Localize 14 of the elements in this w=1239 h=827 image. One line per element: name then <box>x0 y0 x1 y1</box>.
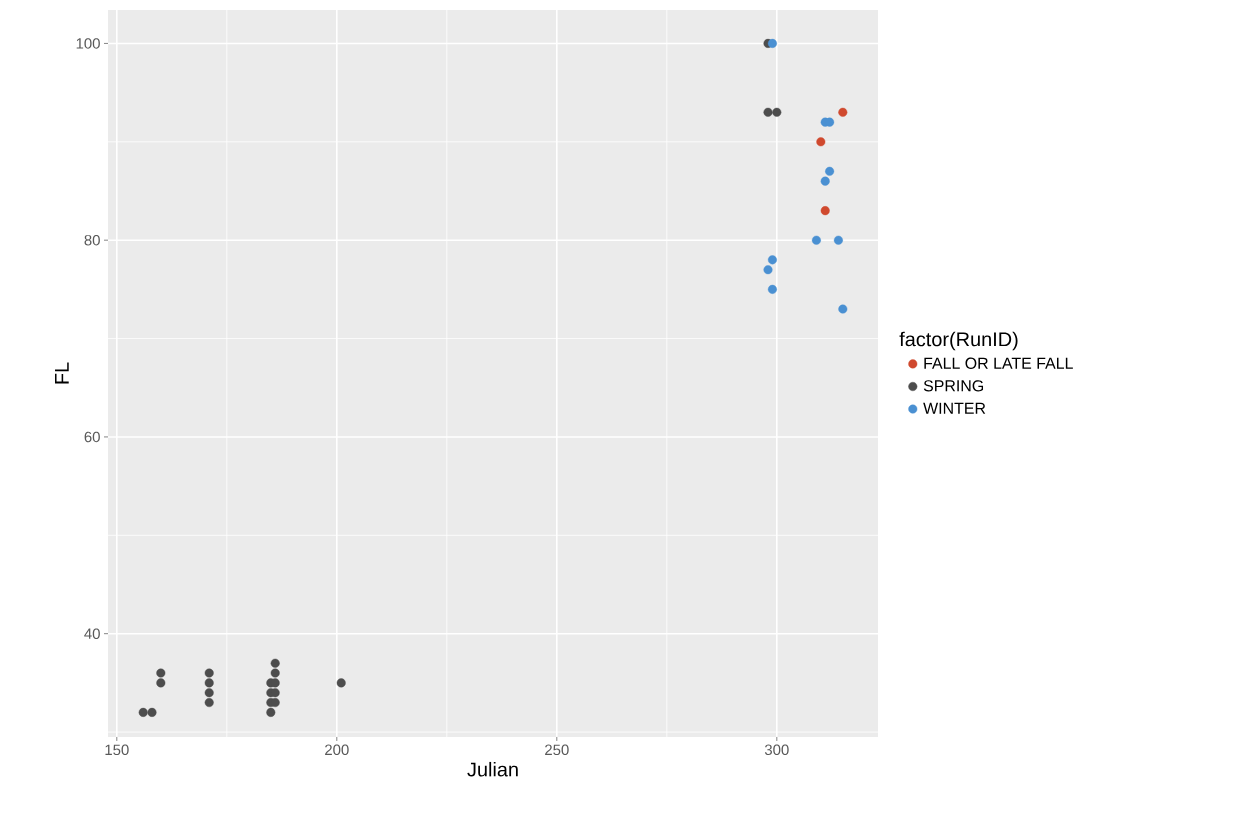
x-tick-label: 150 <box>105 744 129 756</box>
y-tick-label: 40 <box>84 628 100 639</box>
legend-label: WINTER <box>923 402 986 414</box>
legend-label: SPRING <box>923 380 984 392</box>
y-tick-label: 100 <box>76 38 100 49</box>
legend-label: FALL OR LATE FALL <box>924 357 1073 369</box>
y-tick-label: 60 <box>84 431 100 443</box>
x-tick-label: 300 <box>764 744 789 756</box>
x-tick-label: 200 <box>325 744 349 756</box>
y-tick-label: 80 <box>84 234 100 246</box>
legend-title: factor(RunID) <box>899 331 1018 351</box>
x-axis-title: Julian <box>467 761 518 777</box>
y-axis-title: FL <box>55 362 69 384</box>
x-tick-label: 250 <box>545 744 569 756</box>
